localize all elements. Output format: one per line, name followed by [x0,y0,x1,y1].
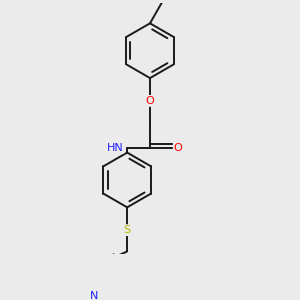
Text: HN: HN [106,143,123,153]
Text: N: N [89,290,98,300]
Text: S: S [124,225,131,235]
Text: O: O [174,143,182,153]
Text: O: O [146,96,154,106]
